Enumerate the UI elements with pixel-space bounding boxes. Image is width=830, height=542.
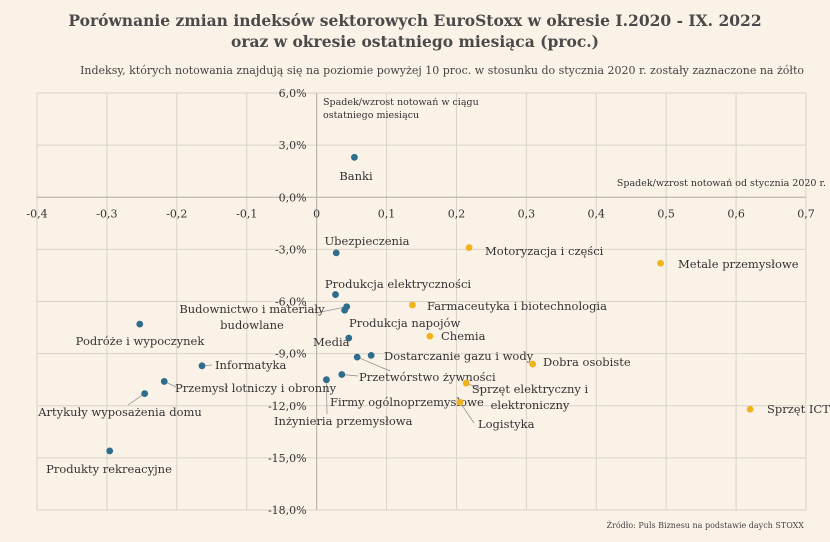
data-point [409,301,416,309]
data-point [353,353,361,361]
data-label: Chemia [441,329,486,343]
y-tick-label: -3,0% [275,243,307,256]
y-tick-label: 0,0% [279,191,307,204]
x-tick-label: -0,2 [166,207,187,220]
data-point [332,249,340,257]
data-label: budowlane [220,318,284,332]
data-point [462,379,470,387]
source-note: Źródło: Puls Biznesu na podstawie daych … [606,521,804,530]
data-point [198,362,206,370]
y-tick-label: -9,0% [275,348,307,361]
data-point [341,306,348,314]
chart-title-line1: Porównanie zmian indeksów sektorowych Eu… [68,11,762,30]
data-label: Metale przemysłowe [678,257,799,271]
data-label: Informatyka [215,358,286,372]
leader-line [357,356,391,372]
data-label: Dostarczanie gazu i wody [384,349,534,363]
x-tick-label: 0,4 [588,207,606,220]
leader-line [326,379,328,415]
data-point [529,360,537,368]
x-axis-label: Spadek/wzrost notowań od stycznia 2020 r… [617,178,826,189]
data-label: Artykuły wyposażenia domu [37,405,202,419]
x-tick-label: -0,1 [236,207,257,220]
data-label: Dobra osobiste [543,355,631,369]
data-point [746,405,754,413]
data-point [106,447,114,455]
data-label: Podróże i wypoczynek [76,334,206,348]
y-tick-label: 6,0% [279,87,307,100]
data-label: Inżynieria przemysłowa [274,414,413,428]
x-tick-label: 0,3 [518,207,536,220]
data-point [338,371,346,378]
data-label: Sprzęt ICT [767,402,830,416]
x-tick-label: -0,4 [26,207,47,220]
x-tick-label: 0,2 [448,207,466,220]
data-label: Budownictwo i materiały [179,302,325,316]
data-point [426,332,434,340]
y-tick-label: -18,0% [268,504,307,517]
data-point [465,244,473,252]
data-point [141,390,149,397]
data-point [657,259,664,267]
x-tick-label: 0,5 [657,207,675,220]
data-label: Produkty rekreacyjne [46,462,172,476]
data-label: elektroniczny [491,398,570,412]
data-point [456,398,464,406]
data-point [332,291,339,298]
data-point [367,351,375,359]
chart-title: Porównanie zmian indeksów sektorowych Eu… [0,10,830,52]
x-tick-label: 0 [313,207,320,220]
x-tick-label: 0,6 [727,207,745,220]
data-label: Ubezpieczenia [324,234,409,248]
data-label: Media [313,335,350,349]
leader-line [459,402,475,424]
data-label: Produkcja elektryczności [325,277,471,291]
data-label: Farmaceutyka i biotechnologia [427,299,607,313]
data-label: Banki [339,169,373,183]
data-label: Logistyka [478,417,535,431]
data-point [345,334,353,342]
chart-title-line2: oraz w okresie ostatniego miesiąca (proc… [230,32,599,51]
y-tick-label: 3,0% [279,139,307,152]
data-point [323,376,330,384]
leader-line [315,306,347,314]
y-axis-label: Spadek/wzrost notowań w ciągu [323,97,479,108]
y-axis-label: ostatniego miesiącu [323,110,419,121]
data-label: Przetwórstwo żywności [359,370,496,384]
data-point [136,320,144,328]
chart-subtitle: Indeksy, których notowania znajdują się … [80,64,804,77]
y-tick-label: -15,0% [268,452,307,465]
y-tick-label: -6,0% [275,296,307,309]
data-label: Przemysł lotniczy i obronny [175,381,337,395]
data-point [160,378,168,385]
x-tick-label: -0,3 [96,207,117,220]
data-label: Motoryzacja i części [485,244,604,258]
x-tick-label: 0,7 [797,207,815,220]
x-tick-label: 0,1 [378,207,396,220]
data-label: Sprzęt elektryczny i [472,382,589,396]
data-label: Produkcja napojów [349,316,460,330]
data-label: Firmy ogólnoprzemysłowe [330,395,484,409]
y-tick-label: -12,0% [268,400,307,413]
data-point [350,153,358,161]
